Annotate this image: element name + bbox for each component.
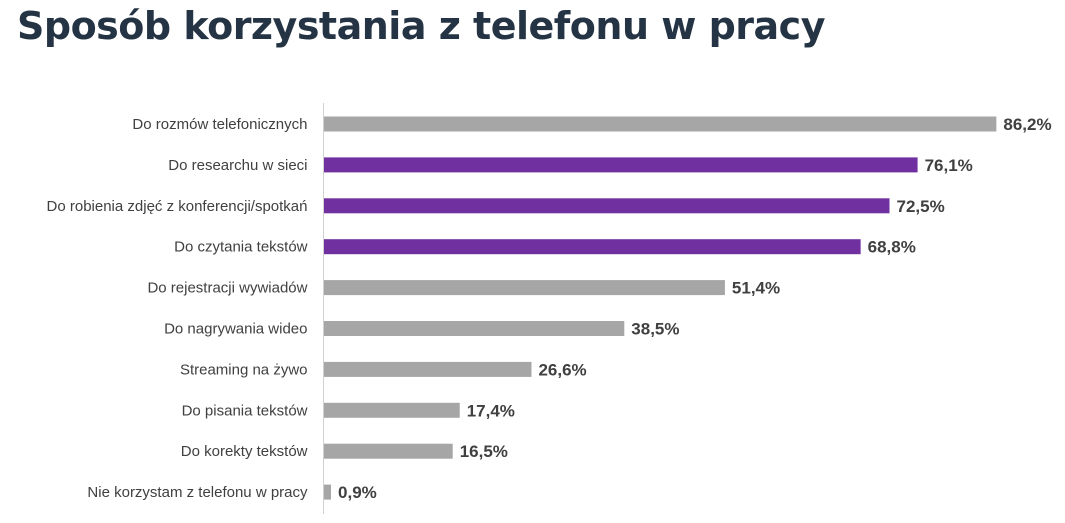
value-label: 16,5%	[460, 442, 508, 461]
chart-title: Sposób korzystania z telefonu w pracy	[17, 4, 825, 48]
value-label: 38,5%	[631, 320, 679, 339]
bar	[324, 402, 460, 418]
value-label: 72,5%	[897, 197, 945, 216]
category-label: Do pisania tekstów	[182, 402, 308, 419]
category-label: Do korekty tekstów	[181, 443, 308, 460]
category-label: Nie korzystam z telefonu w pracy	[87, 484, 308, 501]
bar	[324, 280, 725, 296]
bar	[324, 116, 997, 132]
value-label: 17,4%	[467, 401, 515, 420]
category-label: Do czytania tekstów	[174, 239, 308, 256]
category-label: Do nagrywania wideo	[164, 321, 307, 338]
value-label: 86,2%	[1003, 115, 1051, 134]
bar	[324, 361, 532, 377]
bar	[324, 198, 890, 214]
category-label: Do rozmów telefonicznych	[132, 116, 307, 133]
value-label: 26,6%	[538, 360, 586, 379]
bars-group: Do rozmów telefonicznych 86,2% Do research…	[47, 115, 1052, 502]
category-label: Streaming na żywo	[180, 361, 308, 378]
category-label: Do robienia zdjęć z konferencji/spotkań	[47, 198, 308, 215]
bar	[324, 239, 861, 255]
value-label: 0,9%	[338, 483, 377, 502]
value-label: 76,1%	[925, 156, 973, 175]
bar	[324, 443, 453, 459]
category-label: Do rejestracji wywiadów	[147, 280, 307, 297]
category-label: Do researchu w sieci	[168, 157, 307, 174]
value-label: 68,8%	[868, 238, 916, 257]
bar	[324, 157, 918, 173]
bar	[324, 484, 332, 500]
value-label: 51,4%	[732, 279, 780, 298]
bar	[324, 321, 625, 336]
